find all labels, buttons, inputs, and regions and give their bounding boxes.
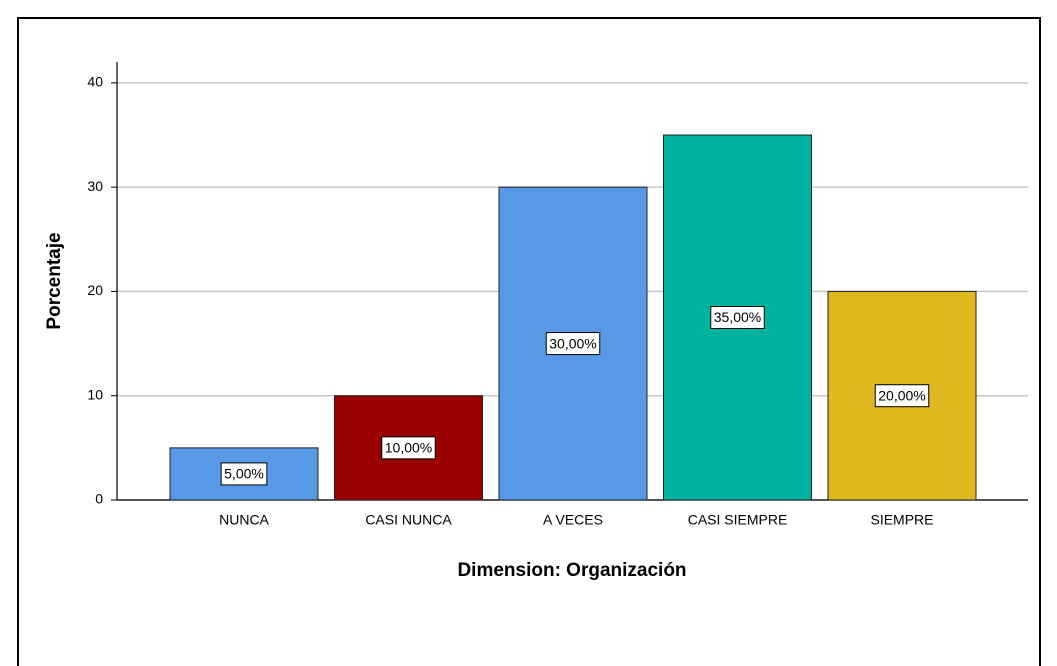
value-label-box <box>710 306 765 329</box>
value-label: 10,00% <box>385 440 432 456</box>
y-tick-label: 30 <box>87 178 103 194</box>
x-tick-label: SIEMPRE <box>870 512 933 528</box>
chart-frame <box>17 17 1041 666</box>
value-label-box <box>220 462 268 486</box>
value-label: 5,00% <box>224 466 264 482</box>
x-axis-label: Dimension: Organización <box>457 560 686 581</box>
value-label: 30,00% <box>549 335 596 351</box>
value-label-box <box>381 436 436 460</box>
y-tick-label: 0 <box>95 491 103 507</box>
y-tick-label: 20 <box>87 282 103 298</box>
x-tick-label: NUNCA <box>219 512 269 528</box>
x-tick-label: A VECES <box>543 512 603 528</box>
x-tick-label: CASI SIEMPRE <box>688 512 788 528</box>
value-label-box <box>545 332 601 356</box>
y-tick-label: 10 <box>87 386 103 402</box>
x-tick-label: CASI NUNCA <box>365 512 452 528</box>
value-label-box <box>874 384 930 408</box>
y-axis-label: Porcentaje <box>44 232 65 329</box>
value-label: 20,00% <box>878 387 925 403</box>
value-label: 35,00% <box>714 309 761 325</box>
y-tick-label: 40 <box>87 74 103 90</box>
